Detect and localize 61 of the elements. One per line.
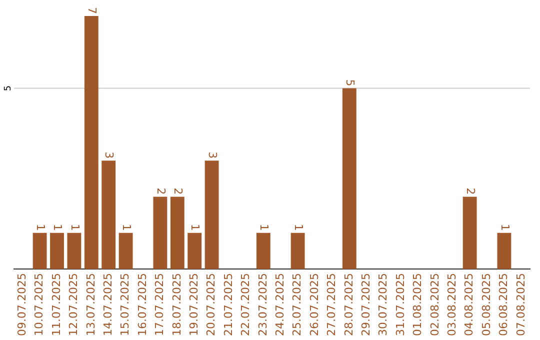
data-label: 1 — [188, 224, 202, 231]
data-label: 1 — [68, 224, 82, 231]
data-label: 7 — [86, 7, 99, 14]
x-tick-label: 25.07.2025 — [290, 273, 304, 336]
data-label: 2 — [154, 188, 168, 195]
bar — [342, 88, 356, 270]
x-tick-label: 21.07.2025 — [222, 273, 235, 336]
x-tick-label: 01.08.2025 — [411, 273, 424, 336]
x-tick-label: 20.07.2025 — [204, 273, 218, 336]
x-tick-label: 13.07.2025 — [84, 273, 98, 336]
x-tick-label: 07.08.2025 — [514, 273, 528, 336]
x-tick-label: 06.08.2025 — [497, 273, 510, 336]
x-tick-label: 09.07.2025 — [15, 273, 28, 336]
x-tick-label: 29.07.2025 — [359, 273, 372, 336]
bar — [67, 232, 82, 270]
bar — [102, 160, 116, 270]
x-tick-label: 22.07.2025 — [239, 273, 252, 336]
bar — [118, 232, 133, 270]
x-tick-label: 03.08.2025 — [445, 273, 458, 336]
x-tick-label: 12.07.2025 — [67, 273, 80, 336]
data-label: 3 — [102, 152, 116, 159]
data-label: 1 — [292, 224, 305, 231]
x-tick-label: 15.07.2025 — [118, 273, 132, 336]
data-label: 2 — [464, 188, 477, 195]
bar — [170, 196, 184, 270]
data-label: 1 — [34, 224, 47, 231]
x-tick-label: 26.07.2025 — [308, 273, 321, 336]
x-tick-label: 28.07.2025 — [342, 273, 356, 336]
ref-line-label: 5 — [3, 85, 14, 92]
bar — [84, 16, 98, 270]
bar — [497, 232, 512, 270]
x-tick-label: 04.08.2025 — [462, 273, 476, 336]
bar — [462, 196, 477, 270]
x-tick-label: 16.07.2025 — [136, 273, 149, 336]
x-tick-label: 11.07.2025 — [50, 273, 63, 336]
data-label: 1 — [258, 224, 271, 231]
bar — [32, 232, 47, 270]
x-tick-label: 19.07.2025 — [187, 273, 200, 336]
bar — [256, 232, 270, 270]
x-tick-label: 18.07.2025 — [170, 273, 184, 336]
x-tick-label: 05.08.2025 — [480, 273, 493, 336]
x-tick-label: 17.07.2025 — [153, 273, 166, 336]
x-tick-label: 10.07.2025 — [32, 273, 46, 336]
x-tick-label: 02.08.2025 — [428, 273, 442, 336]
bar — [204, 160, 219, 270]
x-tick-label: 14.07.2025 — [101, 273, 114, 336]
data-label: 5 — [344, 79, 357, 86]
x-tick-label: 31.07.2025 — [394, 273, 407, 336]
data-label: 1 — [120, 224, 133, 231]
bar — [50, 232, 64, 270]
x-tick-label: 27.07.2025 — [325, 273, 338, 336]
data-label: 2 — [172, 188, 185, 195]
x-tick-label: 30.07.2025 — [376, 273, 390, 336]
data-label: 3 — [206, 152, 219, 159]
x-tick-label: 24.07.2025 — [273, 273, 286, 336]
bar — [290, 232, 305, 270]
data-label: 1 — [51, 224, 64, 231]
data-label: 1 — [498, 224, 512, 231]
x-tick-label: 23.07.2025 — [256, 273, 270, 336]
bar — [188, 232, 202, 270]
bar — [153, 196, 168, 270]
